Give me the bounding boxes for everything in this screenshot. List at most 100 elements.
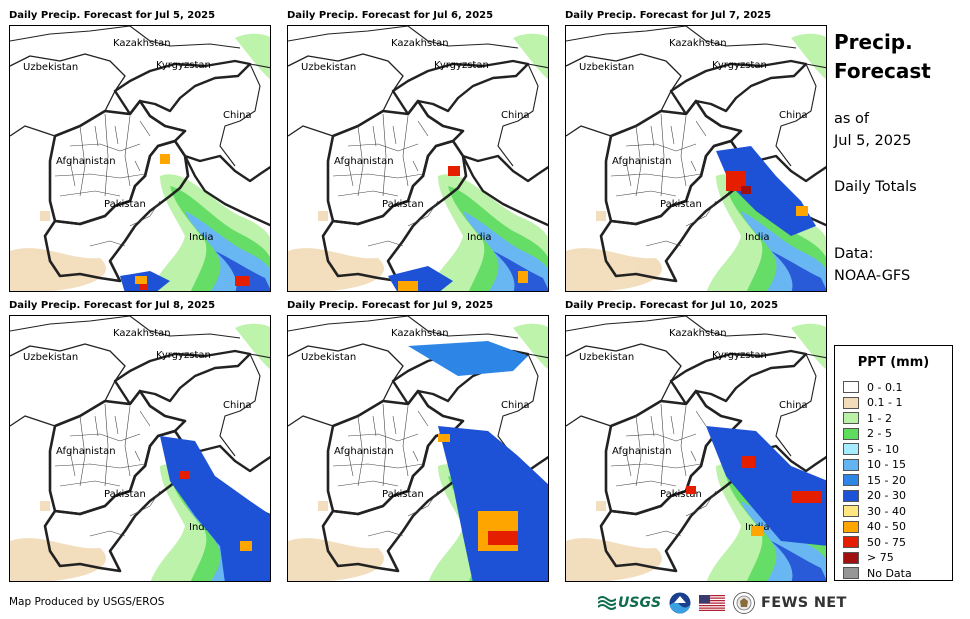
country-label: Afghanistan [612, 446, 672, 457]
data-source-label: Data: [834, 246, 874, 262]
legend-label: 1 - 2 [867, 411, 892, 425]
country-label: Kazakhstan [113, 328, 171, 339]
daily-totals-label: Daily Totals [834, 179, 917, 195]
heavy-rain-area [716, 146, 816, 236]
country-label: China [779, 400, 808, 411]
legend-item: 2 - 5 [843, 427, 892, 441]
legend-swatch [843, 427, 859, 440]
country-label: Uzbekistan [579, 62, 634, 73]
map-base: Kazakhstan Uzbekistan Kyrgyzstan China A… [566, 316, 826, 581]
precip-map: Kazakhstan Uzbekistan Kyrgyzstan China A… [565, 315, 827, 582]
legend-item: 20 - 30 [843, 489, 906, 503]
heavy-rain-area [388, 166, 528, 291]
country-label: China [223, 110, 252, 121]
country-label: China [223, 400, 252, 411]
country-label: Uzbekistan [23, 352, 78, 363]
legend-label: 40 - 50 [867, 520, 906, 533]
country-label: Uzbekistan [579, 352, 634, 363]
country-label: Kazakhstan [391, 328, 449, 339]
country-label: Kazakhstan [669, 328, 727, 339]
legend-label: 30 - 40 [867, 504, 906, 518]
legend-label: 2 - 5 [867, 427, 892, 440]
noaa-logo-icon [669, 592, 691, 614]
panel-title: Daily Precip. Forecast for Jul 10, 2025 [565, 300, 779, 311]
country-label: Pakistan [660, 489, 702, 500]
precip-map: Kazakhstan Uzbekistan Kyrgyzstan China A… [565, 25, 827, 292]
country-label: Afghanistan [334, 446, 394, 457]
as-of-label: as of [834, 111, 870, 127]
as-of-block: as of Jul 5, 2025 [834, 108, 911, 152]
legend: PPT (mm) 0 - 0.1 0.1 - 1 1 - 2 2 - 5 5 - 10 1… [834, 345, 953, 581]
us-flag-icon [699, 595, 726, 611]
as-of-date: Jul 5, 2025 [834, 133, 912, 149]
country-label: Afghanistan [612, 156, 672, 167]
country-label: China [779, 110, 808, 121]
country-label: Uzbekistan [301, 62, 356, 73]
country-label: Uzbekistan [301, 352, 356, 363]
usgs-wave-icon [598, 596, 616, 610]
legend-label: 0 - 0.1 [867, 380, 903, 394]
legend-swatch [843, 536, 859, 548]
map-base: Kazakhstan Uzbekistan Kyrgyzstan China A… [288, 26, 548, 291]
legend-label: > 75 [867, 551, 894, 564]
side-title-line2: Forecast [834, 59, 931, 83]
country-label: Kyrgyzstan [712, 60, 767, 71]
country-label: Kyrgyzstan [156, 60, 211, 71]
legend-item: 30 - 40 [843, 504, 906, 518]
panel-title: Daily Precip. Forecast for Jul 5, 2025 [9, 10, 216, 21]
legend-label: 0.1 - 1 [867, 396, 903, 409]
precip-map: Kazakhstan Uzbekistan Kyrgyzstan China A… [287, 315, 549, 582]
country-label: Kazakhstan [669, 38, 727, 49]
legend-title: PPT (mm) [857, 355, 930, 370]
country-label: India [189, 522, 214, 533]
heavy-rain-area [160, 436, 270, 581]
country-label: India [745, 232, 770, 243]
legend-swatch [843, 396, 859, 409]
legend-label: No Data [867, 566, 912, 580]
legend-item: 0.1 - 1 [843, 396, 902, 410]
precip-map: Kazakhstan Uzbekistan Kyrgyzstan China A… [9, 25, 271, 292]
legend-swatch [843, 520, 859, 533]
usaid-seal-icon [733, 592, 756, 614]
heavy-rain-area [686, 426, 826, 546]
heavy-rain-area [408, 341, 548, 581]
country-label: India [189, 232, 214, 243]
legend-swatch [843, 567, 859, 579]
precip-map: Kazakhstan Uzbekistan Kyrgyzstan China A… [9, 315, 271, 582]
country-label: Kyrgyzstan [156, 350, 211, 361]
data-source-name: NOAA-GFS [834, 268, 911, 284]
country-label: Kyrgyzstan [434, 60, 489, 71]
legend-swatch [843, 505, 859, 517]
legend-item: 15 - 20 [843, 473, 906, 487]
legend-label: 50 - 75 [867, 535, 906, 549]
legend-item: No Data [843, 566, 912, 580]
panel-title: Daily Precip. Forecast for Jul 8, 2025 [9, 300, 216, 311]
country-label: Afghanistan [56, 156, 116, 167]
country-label: Pakistan [104, 489, 146, 500]
legend-label: 15 - 20 [867, 473, 906, 487]
legend-swatch [843, 381, 859, 393]
country-label: Pakistan [104, 199, 146, 210]
country-label: Afghanistan [334, 156, 394, 167]
legend-swatch [843, 443, 859, 455]
legend-swatch [843, 489, 859, 502]
country-label: Afghanistan [56, 446, 116, 457]
legend-item: 50 - 75 [843, 535, 906, 549]
map-credit: Map Produced by USGS/EROS [9, 596, 165, 608]
legend-swatch [843, 412, 859, 424]
country-label: China [501, 400, 530, 411]
legend-label: 5 - 10 [867, 442, 899, 456]
legend-item: 1 - 2 [843, 411, 892, 425]
usgs-logo: USGS [598, 595, 661, 611]
country-label: Kyrgyzstan [712, 350, 767, 361]
country-label: Pakistan [382, 199, 424, 210]
legend-swatch [843, 474, 859, 486]
country-label: Kazakhstan [113, 38, 171, 49]
heavy-rain-area [120, 154, 249, 291]
panel-title: Daily Precip. Forecast for Jul 9, 2025 [287, 300, 494, 311]
fews-net-logo: FEWS NET [761, 595, 847, 611]
legend-swatch [843, 551, 859, 564]
country-label: India [467, 232, 492, 243]
legend-item: 5 - 10 [843, 442, 899, 456]
legend-item: 40 - 50 [843, 520, 906, 534]
